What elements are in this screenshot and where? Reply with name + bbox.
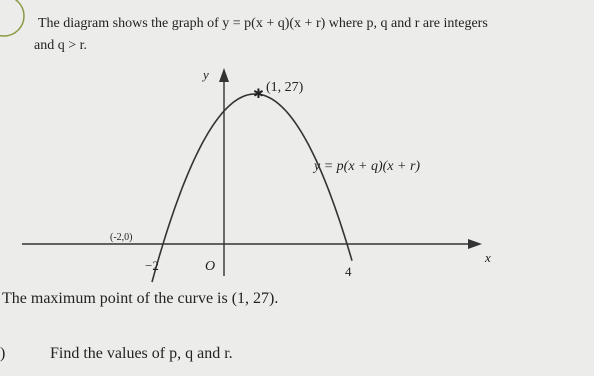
origin-label: O	[205, 259, 215, 274]
handwritten-note: (-2,0)	[110, 232, 133, 243]
x-arrow	[468, 239, 482, 249]
question: Find the values of p, q and r.	[50, 345, 233, 362]
x-axis-label: x	[484, 250, 491, 265]
root-right-label: 4	[345, 264, 352, 279]
curve-label: y = p(x + q)(x + r)	[312, 159, 420, 174]
intro-line: The diagram shows the graph of y = p(x +…	[38, 16, 488, 31]
curve	[151, 93, 353, 283]
max-marker: ✱	[253, 86, 264, 101]
root-left-label: −2	[145, 258, 159, 273]
decor-circle	[0, 0, 25, 37]
y-axis-label: y	[201, 67, 209, 82]
part-label: )	[0, 345, 6, 362]
maximum-label: (1, 27)	[266, 80, 304, 95]
y-arrow	[219, 68, 229, 82]
intro-line: and q > r.	[34, 38, 87, 53]
statement: The maximum point of the curve is (1, 27…	[2, 290, 279, 307]
